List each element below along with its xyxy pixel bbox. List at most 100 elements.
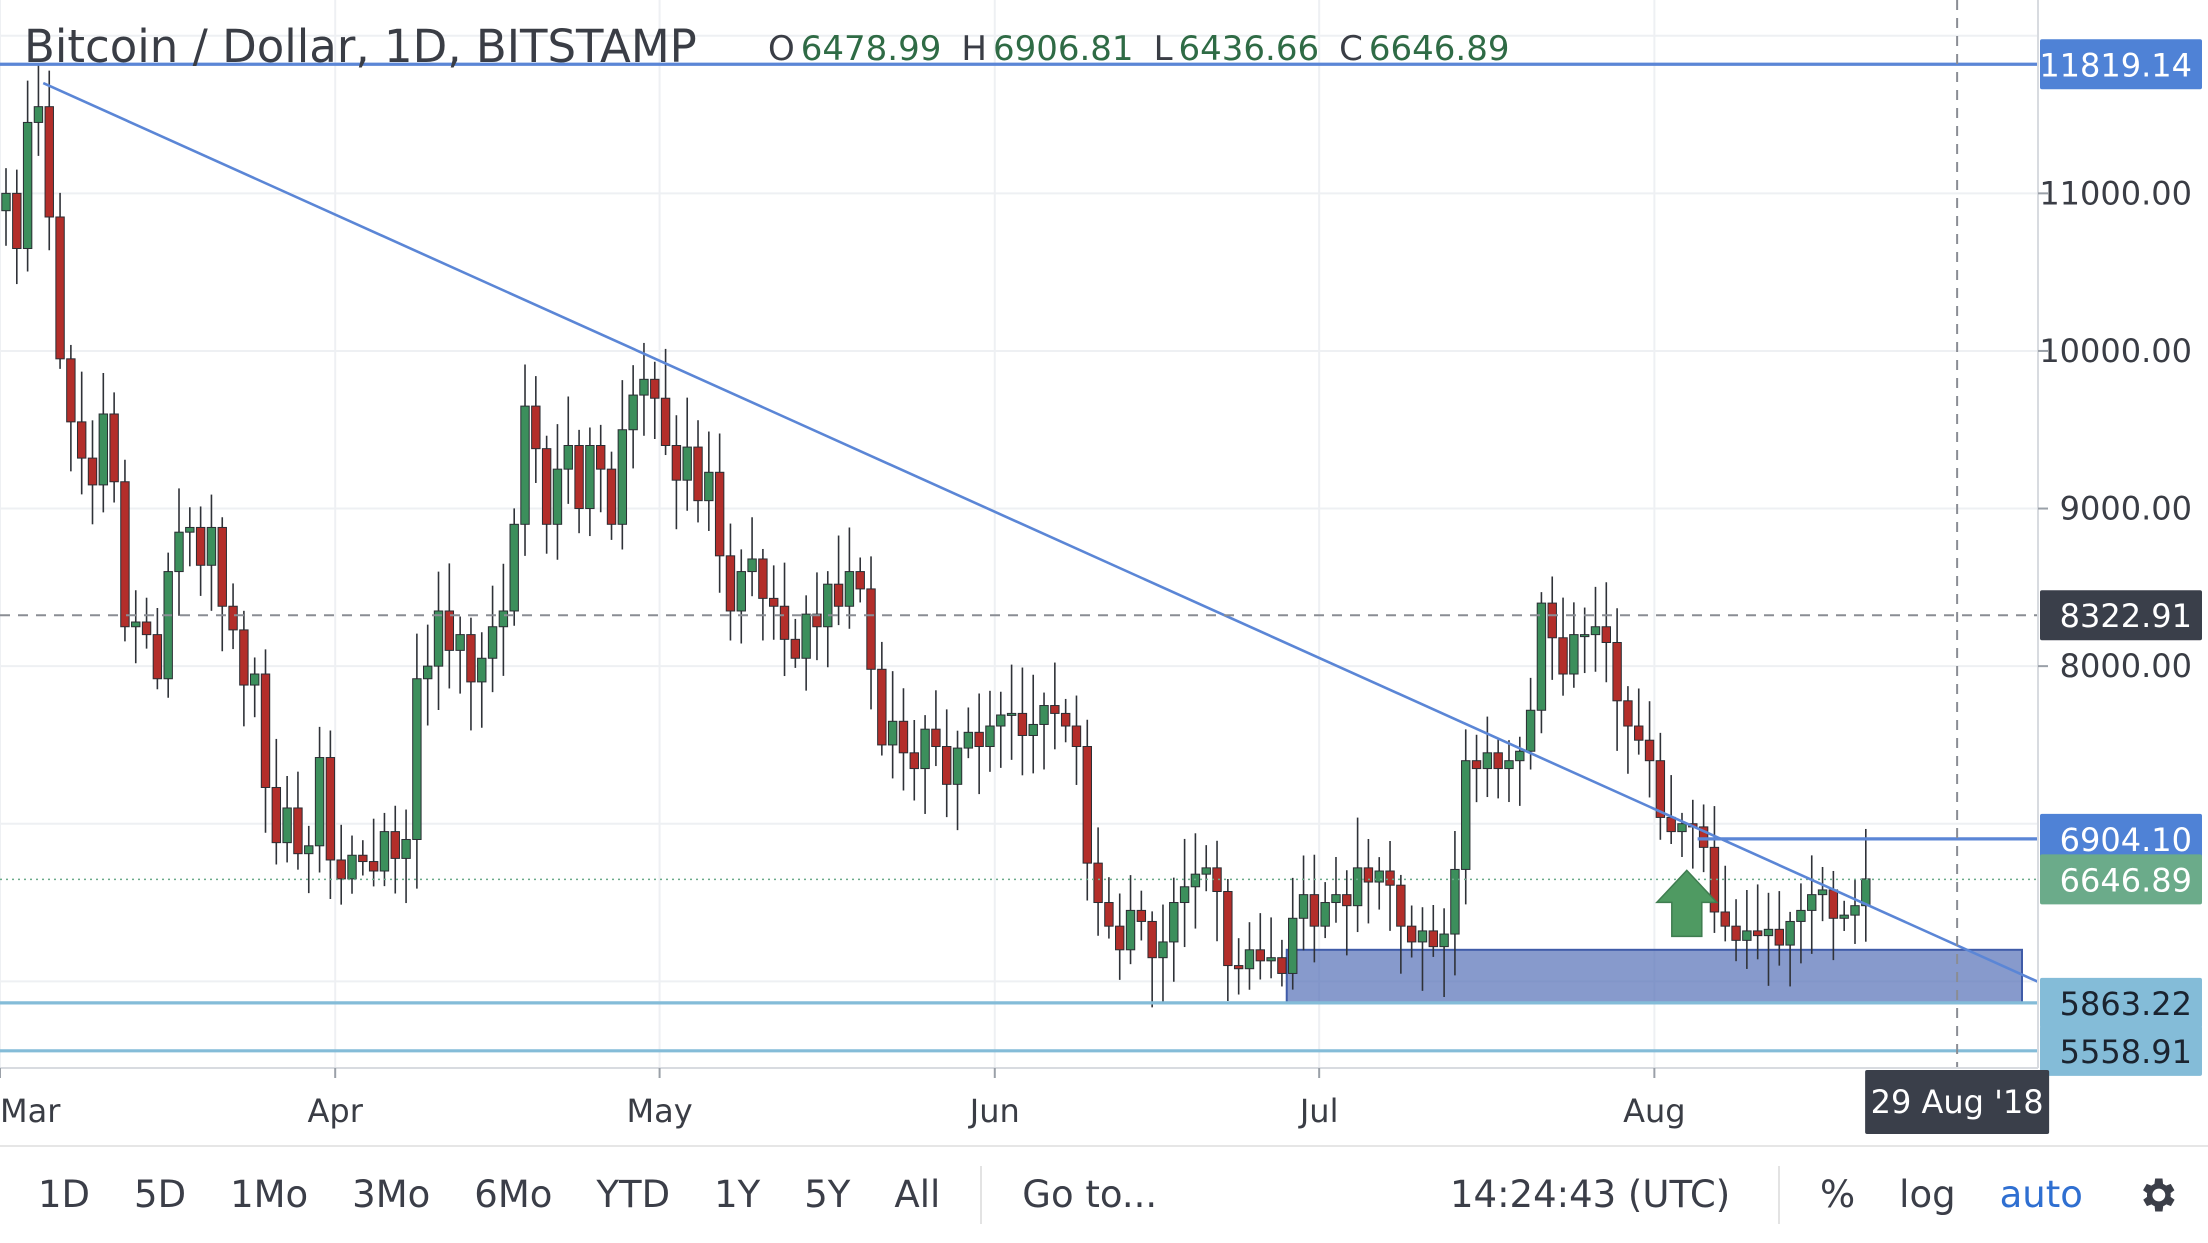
candle-body (1785, 920, 1795, 946)
candle (596, 424, 606, 513)
candle-body (887, 720, 898, 746)
candle-body (22, 121, 33, 250)
percent-scale-button[interactable]: % (1820, 1173, 1856, 1216)
candle-body (1158, 941, 1168, 959)
candle (1439, 908, 1449, 998)
candle (76, 371, 87, 495)
candle (1406, 905, 1417, 958)
candle-body (931, 728, 941, 748)
candle (444, 563, 455, 689)
candle (44, 70, 54, 251)
range-button-6mo[interactable]: 6Mo (474, 1173, 553, 1216)
candle-body (368, 861, 379, 872)
crosshair-date-label: 29 Aug '18 (1871, 1083, 2044, 1121)
candle (423, 624, 433, 726)
ohlc-key: O (768, 29, 795, 69)
candle (1017, 667, 1028, 776)
candle-body (33, 106, 44, 123)
range-button-5d[interactable]: 5D (134, 1173, 187, 1216)
utc-clock[interactable]: 14:24:43 (UTC) (1450, 1173, 1731, 1216)
x-tick-label: Mar (0, 1092, 61, 1130)
candle-body (466, 634, 476, 683)
up-arrow-icon[interactable] (1655, 869, 1719, 938)
candle-body (1807, 894, 1817, 911)
candle (1785, 911, 1795, 987)
candle-body (401, 838, 411, 859)
candle (1125, 875, 1136, 965)
ohlc-value: 6478.99 (801, 29, 942, 69)
candle-body (1115, 925, 1125, 951)
candle (131, 590, 141, 664)
gear-icon[interactable] (2135, 1173, 2179, 1217)
candle (368, 818, 379, 887)
log-scale-button[interactable]: log (1899, 1173, 1956, 1216)
candle-body (1288, 917, 1298, 974)
candle-body (1439, 933, 1449, 948)
candle (1093, 827, 1103, 936)
candle-body (98, 413, 109, 486)
candle-body (1374, 870, 1384, 883)
candle-body (304, 845, 314, 855)
candle-body (131, 621, 141, 628)
candle (531, 376, 541, 483)
candle (1471, 734, 1482, 803)
y-tick-label: 9000.00 (2060, 490, 2192, 528)
candle-body (12, 192, 22, 250)
candle (120, 459, 130, 642)
candle-body (336, 859, 346, 880)
auto-scale-button[interactable]: auto (1999, 1173, 2083, 1216)
candle (509, 508, 519, 626)
candle (931, 690, 941, 767)
price-label-box (2040, 39, 2202, 90)
candle-body (1039, 705, 1049, 725)
candle (606, 451, 617, 540)
candle-body (866, 588, 876, 670)
range-button-1d[interactable]: 1D (38, 1173, 91, 1216)
candle (985, 690, 995, 772)
price-chart[interactable]: 11000.00 10000.00 9000.00 8000.00 11819.14 83… (0, 0, 2208, 1145)
descending-trendline[interactable] (42, 81, 2055, 991)
candle-body (1774, 928, 1785, 946)
support-zone-box[interactable] (1285, 948, 2023, 1005)
candle (1179, 838, 1190, 948)
candle-body (379, 831, 390, 872)
candle-body (1612, 641, 1622, 702)
candle-body (660, 397, 671, 447)
candle (779, 562, 790, 677)
candle-body (444, 610, 455, 651)
candle-body (1363, 867, 1374, 883)
candle (1320, 882, 1330, 939)
candle-body (1569, 634, 1579, 675)
range-button-1mo[interactable]: 1Mo (230, 1173, 309, 1216)
candle (942, 709, 952, 818)
range-button-5y[interactable]: 5Y (804, 1173, 851, 1216)
candle (1828, 870, 1839, 961)
candle (1612, 608, 1622, 751)
range-button-all[interactable]: All (894, 1173, 941, 1216)
candle (963, 707, 974, 759)
candle-body (1428, 930, 1438, 948)
range-button-3mo[interactable]: 3Mo (352, 1173, 431, 1216)
candle-body (249, 673, 260, 686)
goto-button[interactable]: Go to... (1022, 1173, 1158, 1216)
candle (1709, 806, 1720, 933)
candle (66, 344, 76, 472)
candle-body (433, 610, 444, 667)
candle (282, 776, 292, 863)
candle-body (217, 526, 227, 607)
candle (477, 632, 487, 728)
candle (747, 517, 757, 597)
range-button-1y[interactable]: 1Y (714, 1173, 761, 1216)
candle (249, 657, 260, 718)
candle (1807, 855, 1817, 954)
candle (552, 424, 563, 560)
candle-body (974, 731, 984, 748)
candle (736, 549, 746, 644)
candle-body (109, 413, 119, 483)
range-button-ytd[interactable]: YTD (596, 1173, 671, 1216)
candle-body (1796, 909, 1806, 922)
price-axis: 11000.00 10000.00 9000.00 8000.00 11819.14 83… (0, 0, 2202, 1134)
candle (1688, 799, 1698, 869)
candle (314, 726, 325, 873)
candle-body (314, 757, 325, 847)
